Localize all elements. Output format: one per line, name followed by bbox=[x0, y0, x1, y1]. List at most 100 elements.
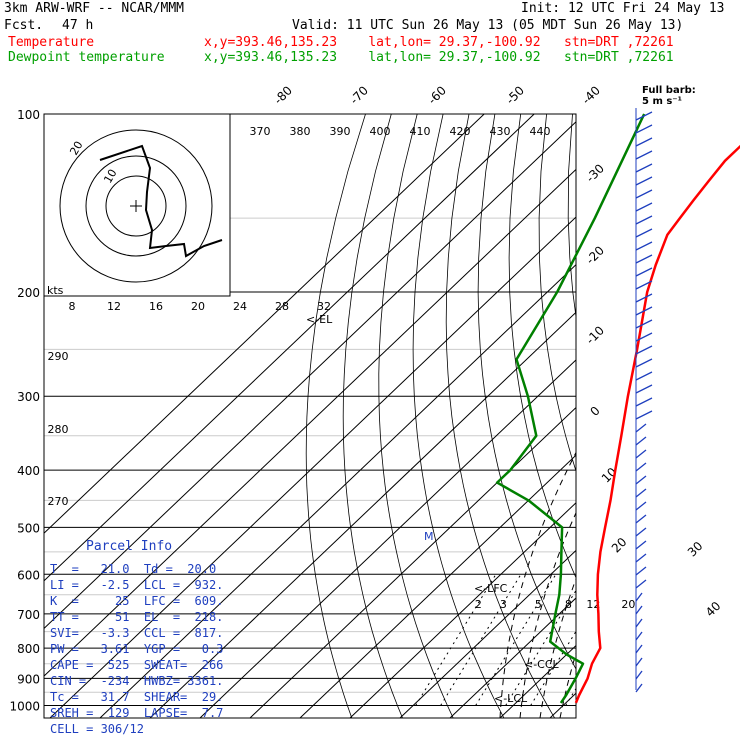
isotherm-line bbox=[44, 168, 576, 677]
pressure-tick-label: 600 bbox=[17, 568, 40, 582]
mixing-ratio-label: 8 bbox=[565, 598, 572, 611]
wind-barb bbox=[635, 137, 653, 147]
parcel-info-panel: Parcel Info T = 21.0 Td = 20.0 LI = -2.5… bbox=[46, 536, 232, 736]
hodograph-units-label: kts bbox=[47, 284, 64, 297]
wind-barb bbox=[635, 488, 647, 498]
wind-barb bbox=[635, 176, 653, 186]
dry-adiabat-line bbox=[702, 114, 740, 718]
dry-adiabat-line bbox=[305, 114, 366, 718]
isotherm-label: -60 bbox=[425, 83, 449, 107]
theta-label: 380 bbox=[290, 125, 311, 138]
mixing-ratio-line bbox=[565, 687, 576, 706]
moist-adiabat-line bbox=[539, 577, 576, 718]
forecast-label: Fcst. bbox=[4, 18, 44, 33]
hodograph-ring-label-20: 20 bbox=[67, 139, 85, 158]
wind-barb bbox=[635, 592, 643, 602]
wind-barb bbox=[635, 475, 647, 485]
wind-barb bbox=[635, 332, 653, 342]
isotherm-label: -30 bbox=[583, 161, 607, 185]
parcel-row: SVI= -3.3 CCL = 817. bbox=[50, 626, 224, 640]
dry-adiabat-line bbox=[477, 114, 576, 670]
mixing-ratio-label: 2 bbox=[475, 598, 482, 611]
parcel-row: Tc = 31.7 SHEAR= 29. bbox=[50, 690, 224, 704]
theta-label: 400 bbox=[370, 125, 391, 138]
wind-barb bbox=[635, 345, 653, 355]
wind-barb bbox=[635, 644, 643, 654]
wind-barb bbox=[635, 449, 647, 459]
moist-adiabat-line bbox=[559, 651, 576, 718]
isotherm-line bbox=[700, 114, 740, 718]
dewpoint-location: x,y=393.46,135.23 lat,lon= 29.37,-100.92… bbox=[204, 50, 674, 65]
wind-barb bbox=[635, 202, 653, 212]
parcel-row: K = 25 LFC = 609. bbox=[50, 594, 224, 608]
dry-adiabat-line bbox=[650, 114, 740, 718]
isotherm-line bbox=[349, 502, 576, 718]
parcel-row: CAPE = 525 SWEAT= 266 bbox=[50, 658, 224, 672]
wind-barb bbox=[635, 501, 647, 511]
mixing-ratio-line bbox=[415, 573, 497, 706]
moist-adiabat-line bbox=[499, 451, 576, 718]
temperature-line bbox=[574, 144, 740, 704]
dry-adiabat-line bbox=[676, 114, 740, 718]
dry-adiabat-line bbox=[596, 114, 740, 718]
hodograph-speed-label: 16 bbox=[149, 300, 163, 313]
dry-adiabat-line bbox=[342, 114, 403, 718]
theta-label: 440 bbox=[530, 125, 551, 138]
hodograph-speed-label: 28 bbox=[275, 300, 289, 313]
mixing-ratio-line bbox=[440, 573, 522, 706]
isotherm-label: -40 bbox=[579, 83, 603, 107]
wind-barb bbox=[635, 293, 653, 303]
pressure-tick-label: 1000 bbox=[9, 699, 40, 713]
temperature-legend: Temperature bbox=[8, 35, 95, 50]
isotherm-line bbox=[199, 359, 576, 718]
dewpoint-legend: Dewpoint temperature bbox=[8, 50, 165, 65]
pressure-tick-label: 200 bbox=[17, 286, 40, 300]
dry-adiabat-line bbox=[378, 114, 454, 718]
isotherm-line bbox=[49, 216, 576, 718]
hodograph-trace bbox=[99, 144, 223, 258]
barb-key-units: 5 m s⁻¹ bbox=[642, 96, 682, 107]
hodograph-ring-label-10: 10 bbox=[101, 167, 119, 186]
parcel-marker: <-CCL bbox=[524, 658, 560, 671]
pressure-tick-label: 500 bbox=[17, 521, 40, 535]
moist-adiabat-line bbox=[519, 511, 576, 718]
wind-barbs bbox=[635, 108, 653, 693]
plot-frame bbox=[43, 113, 577, 719]
moist-adiabat-line bbox=[620, 292, 740, 718]
wind-barb bbox=[635, 306, 653, 316]
theta-label: 370 bbox=[250, 125, 271, 138]
dry-adiabat-line bbox=[508, 114, 576, 579]
wind-barb bbox=[635, 384, 653, 394]
wind-barb bbox=[635, 241, 653, 251]
profiles bbox=[495, 113, 740, 704]
wind-barb bbox=[635, 410, 653, 420]
pressure-tick-label: 700 bbox=[17, 608, 40, 622]
dewpoint-line bbox=[495, 113, 646, 704]
mixing-ratio-line bbox=[505, 589, 576, 706]
pressure-tick-label: 900 bbox=[17, 672, 40, 686]
parcel-marker: <-LFC bbox=[474, 582, 508, 595]
wind-barb bbox=[635, 657, 643, 667]
wind-barb bbox=[635, 358, 653, 368]
isotherm-label: -70 bbox=[347, 83, 371, 107]
theta-label: 390 bbox=[330, 125, 351, 138]
hodograph-ring-outer bbox=[59, 129, 213, 283]
mixing-ratio-line bbox=[530, 630, 576, 706]
moist-adiabat-line bbox=[580, 292, 740, 718]
hodograph-speed-label: 20 bbox=[191, 300, 205, 313]
dry-adiabat-line bbox=[445, 114, 555, 718]
isotherm-line bbox=[99, 263, 576, 718]
parcel-row: PW = 3.61 YGP = 0.3 bbox=[50, 642, 224, 656]
isotherm-line bbox=[44, 114, 485, 534]
parcel-marker: <-EL bbox=[306, 313, 333, 326]
wind-barb bbox=[635, 254, 653, 264]
parcel-row: LI = -2.5 LCL = 932. bbox=[50, 578, 224, 592]
parcel-row: T = 21.0 Td = 20.0 bbox=[50, 562, 217, 576]
isotherm-line bbox=[600, 114, 740, 718]
hodograph-ring-inner bbox=[105, 175, 167, 237]
wind-barb bbox=[635, 553, 647, 563]
isotherm-label: -50 bbox=[503, 83, 527, 107]
parcel-marker: M bbox=[424, 530, 434, 543]
parcel-row: SREH = 129 LAPSE= 7.7 bbox=[50, 706, 224, 720]
